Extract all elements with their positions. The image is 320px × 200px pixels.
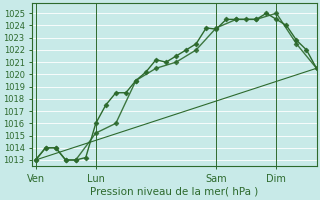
X-axis label: Pression niveau de la mer( hPa ): Pression niveau de la mer( hPa ) bbox=[90, 187, 259, 197]
